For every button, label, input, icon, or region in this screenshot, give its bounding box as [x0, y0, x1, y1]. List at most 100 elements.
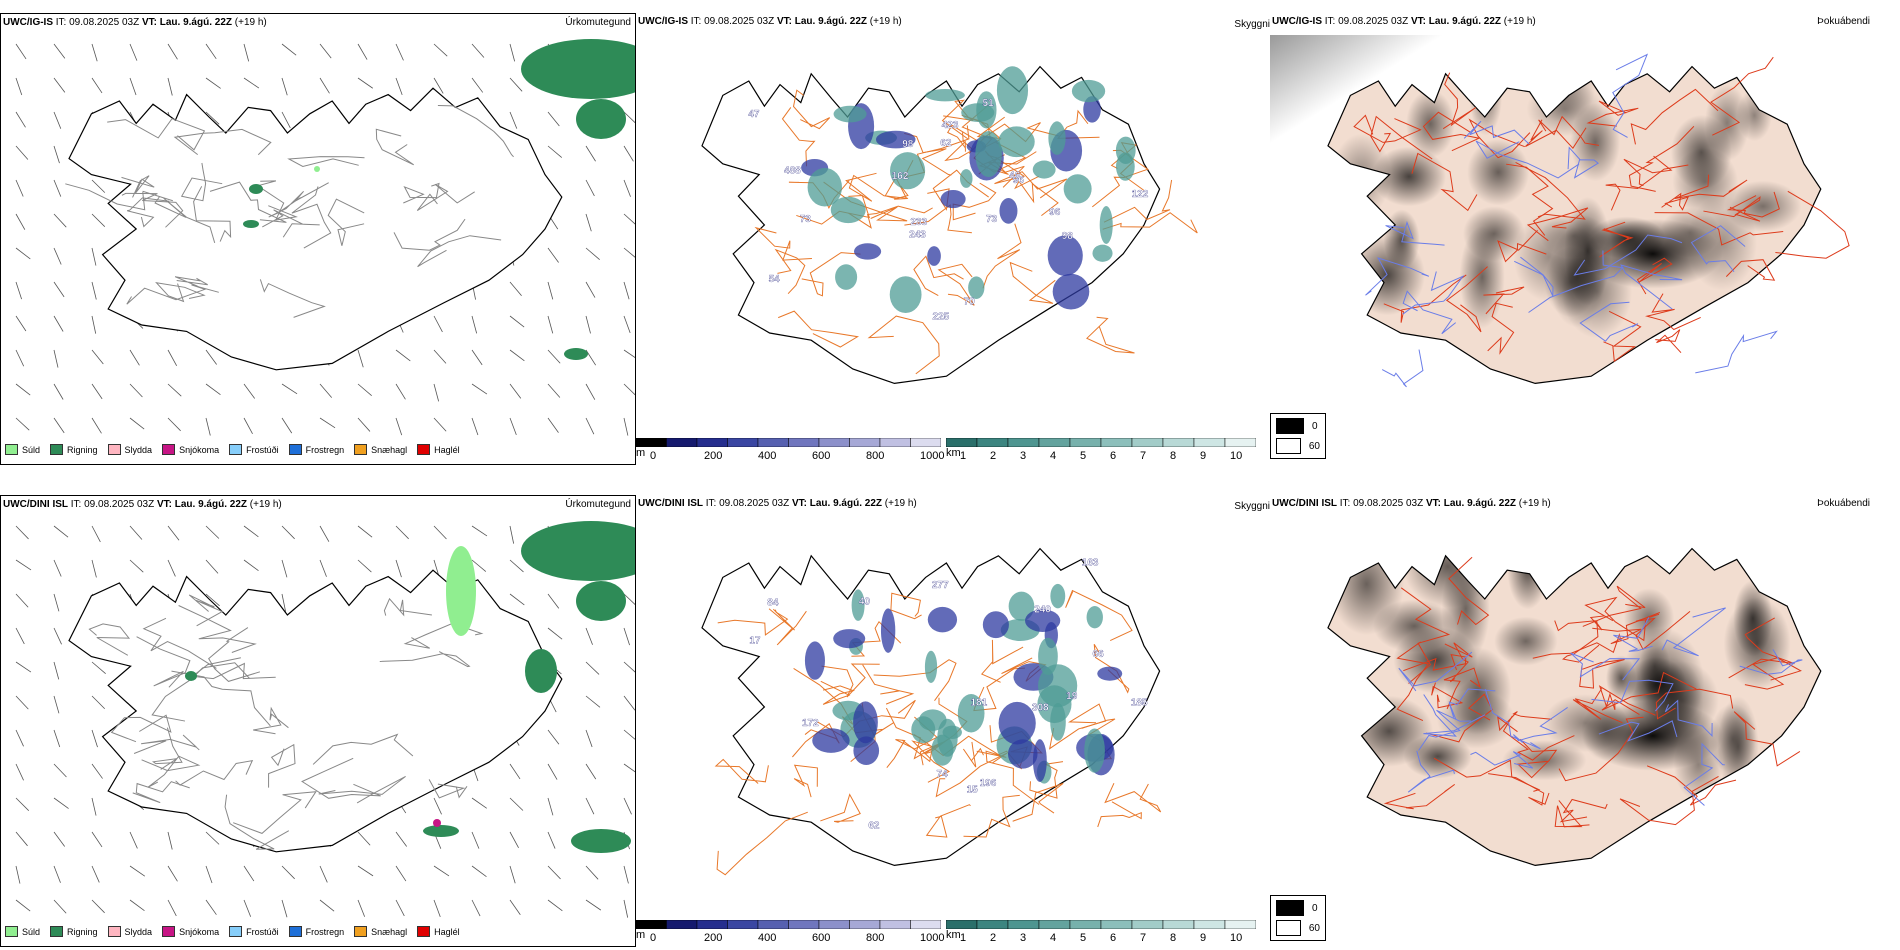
colorbar-tick: 200 — [704, 932, 723, 944]
iceland-coastline — [68, 569, 563, 853]
visibility-label: 15 — [967, 784, 979, 795]
visibility-field — [1032, 160, 1056, 179]
colorbar-swatch — [757, 437, 789, 448]
visibility-panel-igis: UWC/IG-IS IT: 09.08.2025 03Z VT: Lau. 9.… — [635, 13, 1270, 465]
legend-label: Haglél — [434, 444, 460, 455]
visibility-label: 233 — [910, 217, 927, 228]
colorbar-tick: 0 — [650, 450, 657, 462]
visibility-field — [875, 130, 916, 149]
visibility-field — [996, 66, 1029, 115]
visibility-field — [830, 196, 866, 224]
colorbar-swatch — [976, 919, 1009, 930]
fog-legend-swatch-black — [1276, 418, 1304, 434]
panel-title: Úrkomutegund — [565, 17, 631, 28]
visibility-field — [918, 709, 947, 731]
colorbar-tick: 10 — [1230, 932, 1243, 944]
visibility-field — [976, 91, 997, 129]
visibility-field — [960, 169, 973, 188]
colorbar-tick: 2 — [990, 450, 997, 462]
colorbar-tick: 5 — [1080, 932, 1087, 944]
colorbar-swatch — [788, 437, 820, 448]
colorbar-tick: 1000 — [920, 932, 945, 944]
fog-map — [1327, 547, 1822, 867]
visibility-field — [1092, 244, 1113, 262]
precip-legend-item: Slydda — [107, 926, 152, 937]
legend-label: Frostregn — [305, 926, 345, 937]
precip-legend-item: Súld — [5, 926, 40, 937]
visibility-label: 54 — [769, 274, 781, 285]
colorbar-swatch — [635, 437, 667, 448]
colorbar-tick: 9 — [1200, 450, 1207, 462]
distance-colorbar: 1 2 3 4 5 6 7 8 9 10 km — [945, 437, 1257, 463]
roads — [1383, 556, 1802, 828]
fog-indicator — [1331, 66, 1802, 339]
legend-swatch — [162, 926, 176, 937]
precip-legend-item: Frostúði — [229, 926, 279, 937]
visibility-label: 185 — [1131, 698, 1148, 709]
panel-title: Skyggni — [1234, 501, 1270, 512]
visibility-label: 17 — [749, 636, 761, 647]
visibility-label: 70 — [964, 296, 976, 307]
legend-swatch — [354, 444, 368, 455]
visibility-label: 308 — [1032, 703, 1049, 714]
visibility-label: 122 — [1132, 189, 1149, 200]
visibility-label: 98 — [1062, 231, 1074, 242]
fog-legend-swatch-white — [1276, 438, 1301, 454]
colorbar-tick: 2 — [990, 932, 997, 944]
fog-legend-label: 60 — [1308, 922, 1320, 934]
colorbar-swatch — [818, 919, 850, 930]
colorbar-tick: 400 — [758, 932, 777, 944]
legend-label: Snjókoma — [179, 444, 220, 455]
visibility-field — [889, 276, 922, 313]
height-colorbar-swatches — [635, 437, 942, 448]
visibility-field — [1032, 739, 1047, 783]
colorbar-swatch — [788, 919, 820, 930]
fog-legend-swatch-white — [1276, 920, 1301, 936]
legend-label: Súld — [22, 444, 41, 455]
snow-area — [433, 819, 441, 827]
colorbar-swatch — [1069, 919, 1102, 930]
visibility-field — [853, 736, 880, 765]
fog-legend: 0 60 — [1270, 895, 1326, 941]
precip-legend-item: Snæhagl — [354, 926, 407, 937]
colorbar-swatch — [635, 919, 667, 930]
roads-grey — [88, 594, 484, 850]
legend-swatch — [50, 444, 64, 455]
height-colorbar: 0 200 400 600 800 1000 m — [635, 437, 944, 463]
rain-area — [423, 825, 459, 837]
distance-unit: km — [946, 929, 961, 941]
legend-label: Slydda — [124, 444, 153, 455]
colorbar-swatch — [727, 919, 759, 930]
panel-header: UWC/IG-IS IT: 09.08.2025 03Z VT: Lau. 9.… — [638, 16, 902, 27]
visibility-field — [940, 189, 966, 209]
visibility-field — [1099, 206, 1113, 244]
precip-legend-item: Haglél — [417, 926, 460, 937]
visibility-field — [833, 629, 866, 649]
panel-title: Þokuábendi — [1817, 16, 1870, 27]
visibility-label: 40 — [859, 597, 871, 608]
height-unit: m — [636, 447, 646, 459]
drizzle-area — [314, 166, 320, 172]
distance-colorbar-ticks: 1 2 3 4 5 6 7 8 9 10 — [946, 932, 1256, 945]
panel-header: UWC/IG-IS IT: 09.08.2025 03Z VT: Lau. 9.… — [3, 17, 267, 28]
legend-label: Snæhagl — [371, 926, 408, 937]
precip-panel-dini: UWC/DINI ISL IT: 09.08.2025 03Z VT: Lau.… — [0, 495, 636, 947]
visibility-field — [1084, 728, 1105, 773]
legend-swatch — [288, 444, 302, 455]
fog-legend-swatch-black — [1276, 900, 1304, 916]
colorbar-swatch — [1193, 437, 1226, 448]
colorbar-swatch — [696, 919, 728, 930]
visibility-field — [1086, 605, 1103, 629]
panel-title: Úrkomutegund — [565, 499, 631, 510]
colorbar-tick: 1 — [960, 450, 967, 462]
rain-area — [521, 39, 635, 99]
visibility-field — [1048, 121, 1066, 155]
precip-panel-igis: UWC/IG-IS IT: 09.08.2025 03Z VT: Lau. 9.… — [0, 13, 636, 465]
visibility-label: 162 — [892, 171, 909, 182]
visibility-label: 73 — [986, 214, 998, 225]
iceland-coastline — [68, 87, 563, 371]
height-colorbar-ticks: 0 200 400 600 800 1000 — [636, 932, 945, 945]
visibility-field — [1025, 609, 1061, 632]
colorbar-swatch — [1193, 919, 1226, 930]
visibility-field — [925, 89, 965, 102]
